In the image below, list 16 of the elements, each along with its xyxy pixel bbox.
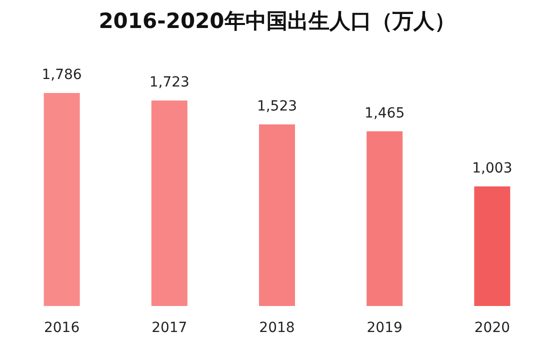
x-tick-label: 2017 xyxy=(152,320,188,336)
bar xyxy=(44,93,80,306)
data-label: 1,003 xyxy=(472,160,512,176)
data-label: 1,723 xyxy=(149,74,190,91)
bar xyxy=(259,124,295,306)
data-label: 1,786 xyxy=(42,67,82,83)
bar xyxy=(474,186,510,306)
bar xyxy=(151,100,188,306)
x-tick-label: 2020 xyxy=(474,320,510,336)
x-tick-label: 2018 xyxy=(259,320,295,336)
chart-title: 2016-2020年中国出生人口（万人） xyxy=(98,9,456,33)
x-tick-label: 2016 xyxy=(44,320,80,336)
data-label: 1,465 xyxy=(364,105,405,122)
data-label: 1,523 xyxy=(256,98,298,114)
bar xyxy=(366,131,403,306)
x-tick-label: 2019 xyxy=(366,320,402,336)
